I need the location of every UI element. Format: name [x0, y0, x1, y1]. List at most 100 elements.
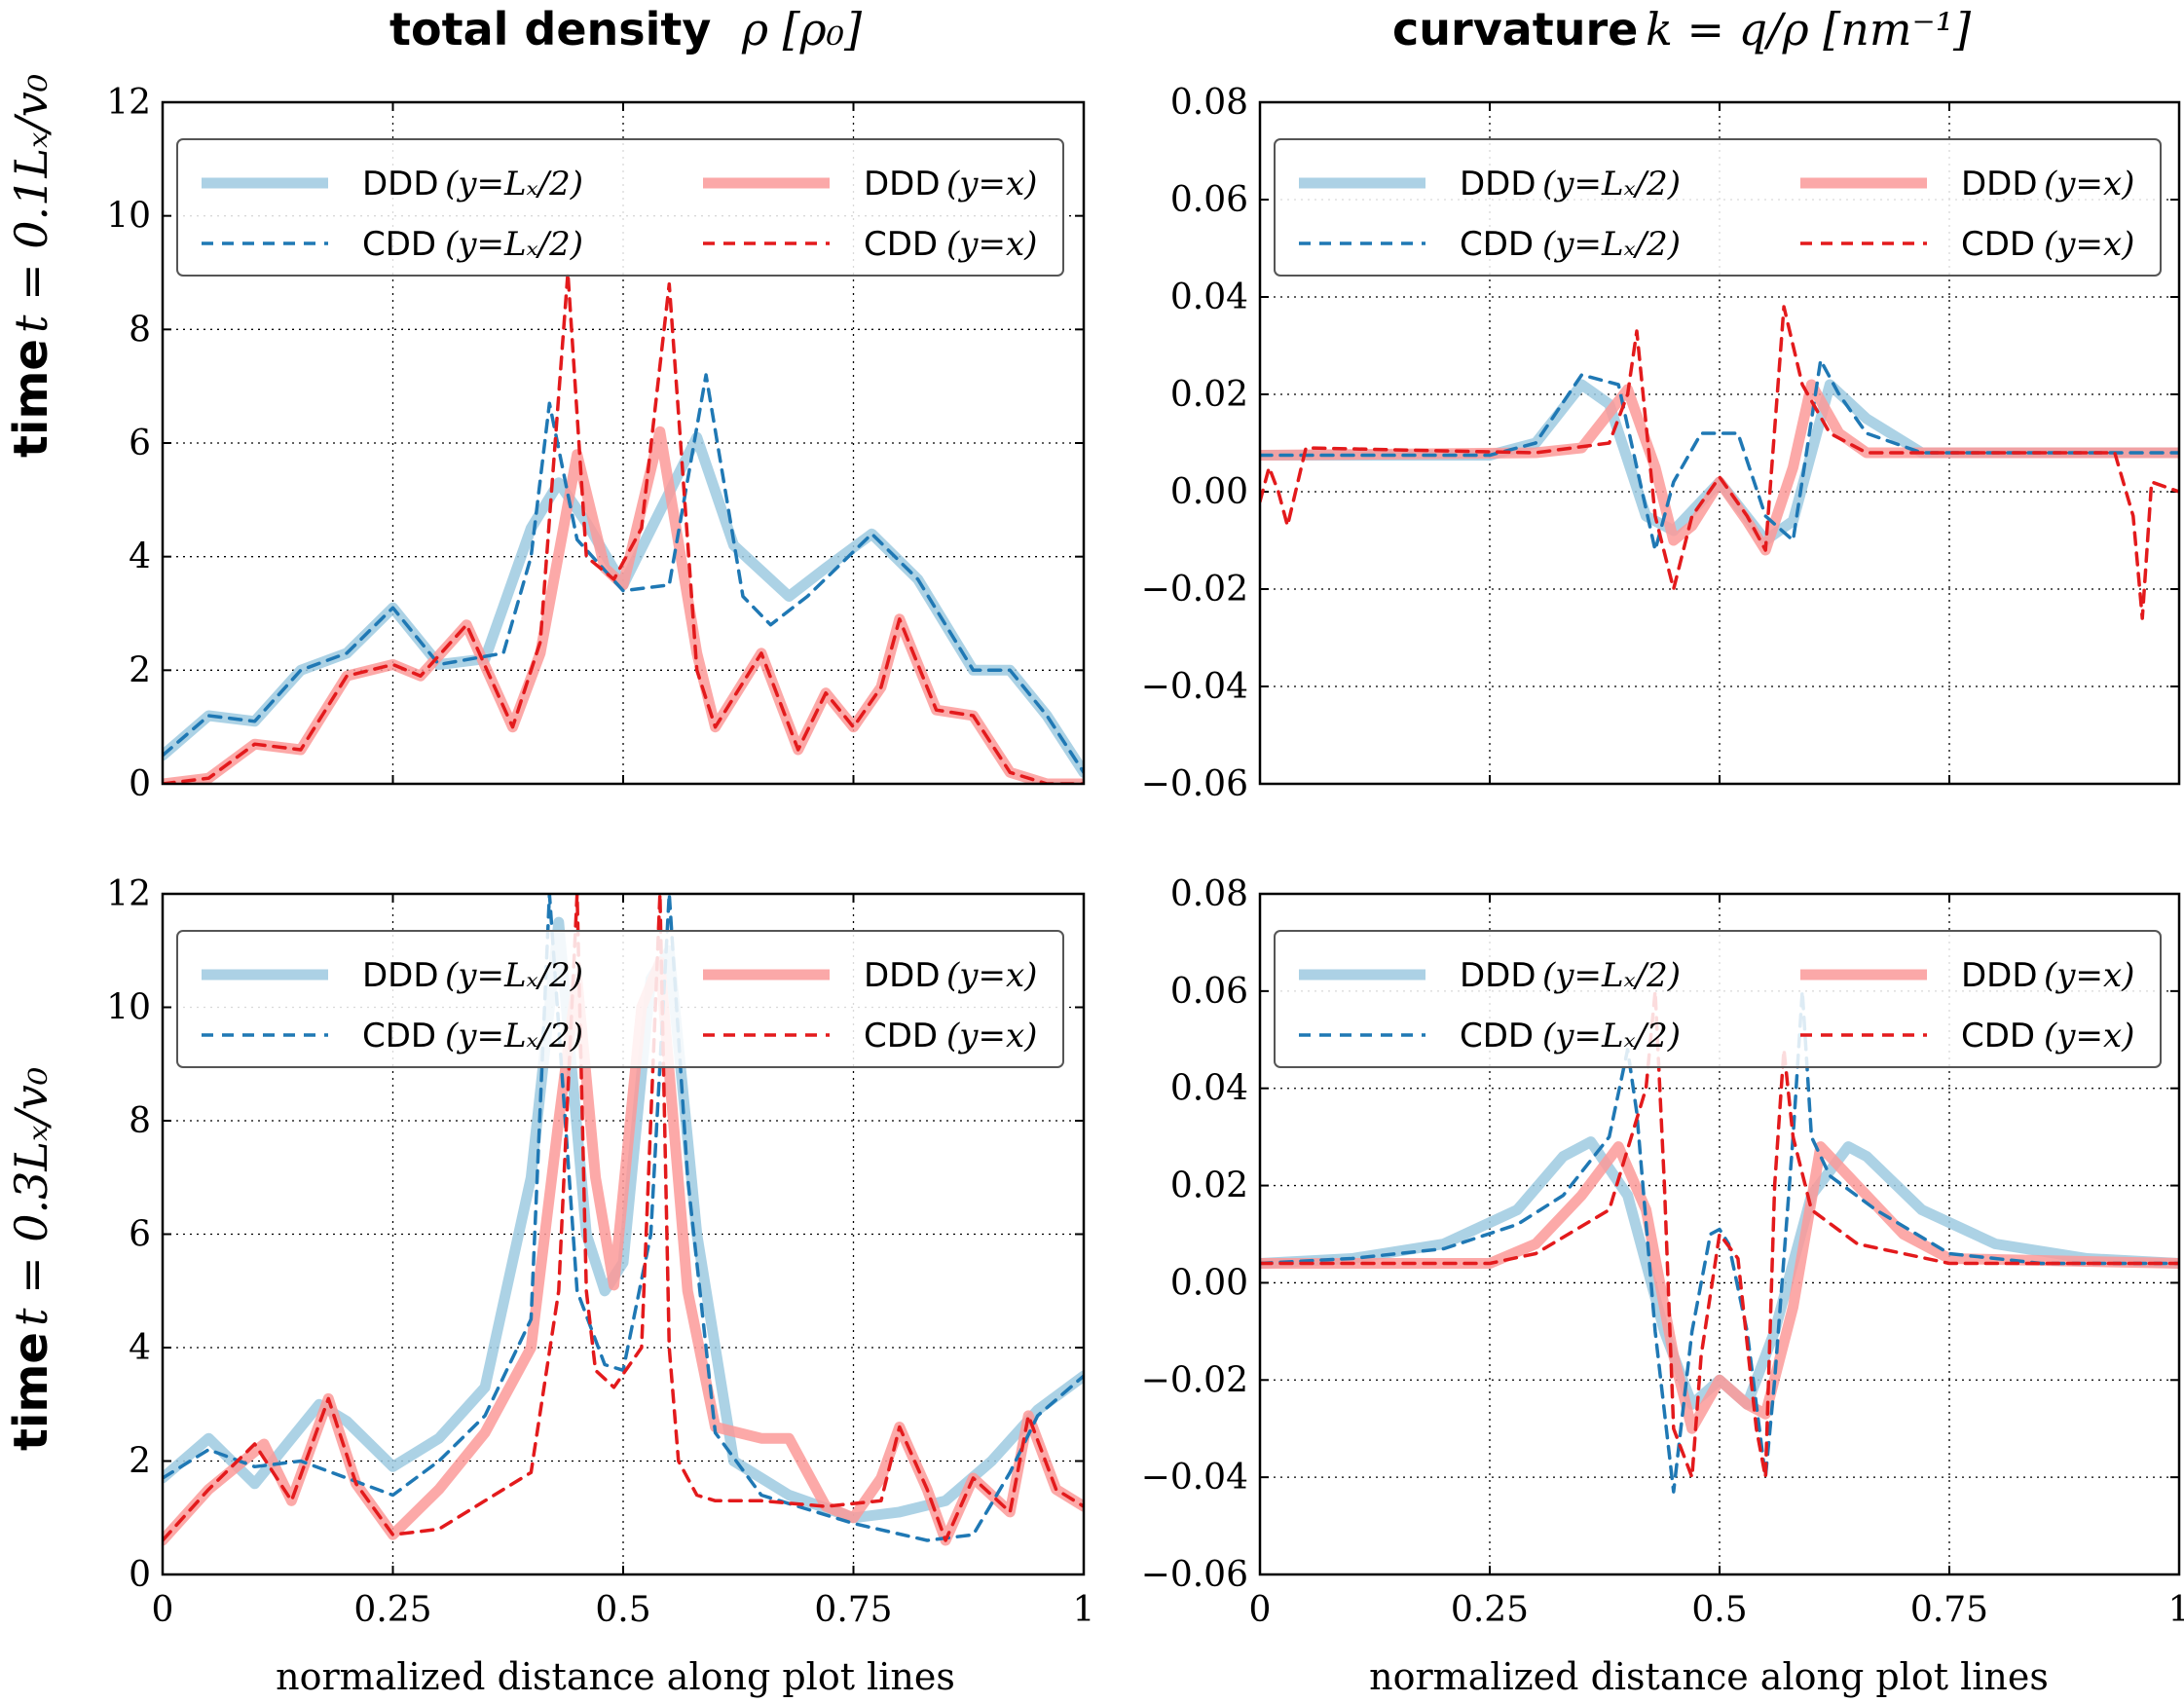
legend-label: DDD	[1961, 165, 2038, 204]
series-line-cdd-y-x	[163, 894, 1084, 1542]
y-tick-label: 8	[129, 310, 151, 350]
legend-condition: (y=x)	[2044, 1017, 2134, 1055]
y-tick-label: 0.00	[1170, 472, 1248, 512]
y-tick-label: −0.04	[1141, 667, 1248, 707]
legend-condition: (y=Lₓ/2)	[445, 165, 583, 204]
row-title-top-math: t = 0.1Lₓ/v₀	[5, 74, 57, 333]
column-title-curvature: curvature	[1392, 3, 1638, 56]
y-tick-label: 0.02	[1170, 1166, 1248, 1206]
legend-box	[176, 138, 1064, 277]
x-tick-label: 0	[1249, 1590, 1272, 1630]
x-tick-label: 0.25	[1451, 1590, 1529, 1630]
panel-density-t01: 0 2 4 6 8 10 12 DDD (y=Lₓ/2) DDD (y=x)CDD (y=Lₓ/2) C…	[106, 83, 1086, 804]
axes-frame	[161, 892, 1086, 1576]
legend: DDD (y=Lₓ/2) DDD (y=x)CDD (y=Lₓ/2) CDD (y=x)	[176, 930, 1064, 1068]
series-group	[1260, 305, 2179, 620]
legend-label: DDD	[864, 956, 941, 995]
column-title-density: total density	[389, 3, 711, 56]
axes-frame	[1258, 892, 2181, 1576]
legend-condition: (y=Lₓ/2)	[445, 956, 583, 995]
legend-condition: (y=x)	[946, 1017, 1037, 1055]
panel-curvature-t03: −0.06 −0.04 −0.02 0.00 0.02 0.04 0.06 0.08 0 0.25…	[1141, 874, 2184, 1630]
y-tick-label: 0.06	[1170, 180, 1248, 220]
y-tick-label: 0.04	[1170, 1069, 1248, 1109]
y-tick-label: 0	[129, 1555, 151, 1595]
series-line-ddd-y-x	[1260, 1141, 2179, 1434]
legend-label: DDD	[1460, 165, 1536, 204]
legend-condition: (y=x)	[2044, 225, 2134, 264]
series-line-cdd-y-x	[1260, 305, 2179, 620]
row-title-bottom-math: t = 0.3Lₓ/v₀	[5, 1067, 57, 1326]
series-line-cdd-y-lx2	[163, 894, 1084, 1542]
legend-label: CDD	[1460, 1017, 1534, 1055]
y-tick-label: 4	[129, 1328, 151, 1368]
y-tick-label: 0.06	[1170, 972, 1248, 1012]
series-line-cdd-y-lx2	[163, 373, 1084, 775]
y-tick-label: 0.02	[1170, 375, 1248, 415]
legend-label: DDD	[1961, 956, 2038, 995]
y-tick-label: −0.06	[1141, 1555, 1248, 1595]
y-tick-label: 8	[129, 1101, 151, 1141]
legend-box	[176, 930, 1064, 1068]
x-tick-label: 0.75	[814, 1590, 892, 1630]
x-tick-label: 0.5	[1691, 1590, 1747, 1630]
y-tick-label: −0.04	[1141, 1458, 1248, 1498]
series-line-ddd-y-x	[1260, 379, 2179, 556]
series-line-cdd-y-lx2	[1260, 358, 2179, 552]
y-tick-label: 12	[106, 874, 151, 914]
series-line-cdd-y-lx2	[1260, 989, 2179, 1494]
legend-label: CDD	[1460, 225, 1534, 264]
y-tick-label: 2	[129, 650, 151, 690]
legend-label: CDD	[864, 1017, 938, 1055]
y-tick-label: 10	[106, 988, 151, 1028]
y-tick-label: 4	[129, 537, 151, 577]
y-tick-label: 0.08	[1170, 874, 1248, 914]
legend-label: CDD	[362, 225, 436, 264]
legend-condition: (y=x)	[946, 956, 1037, 995]
legend-condition: (y=Lₓ/2)	[1542, 1017, 1681, 1055]
xlabel-right: normalized distance along plot lines	[1369, 1655, 2049, 1698]
x-tick-label: 0.25	[353, 1590, 431, 1630]
axes-frame	[161, 100, 1086, 786]
series-group	[1260, 989, 2179, 1494]
column-title-density-math: ρ [ρ₀]	[741, 3, 862, 56]
legend-label: DDD	[864, 165, 941, 204]
y-tick-label: −0.02	[1141, 570, 1248, 610]
y-tick-label: 10	[106, 197, 151, 237]
legend-label: CDD	[1961, 225, 2035, 264]
legend-condition: (y=Lₓ/2)	[1542, 956, 1681, 995]
y-tick-label: 6	[129, 424, 151, 463]
y-tick-label: 0.04	[1170, 278, 1248, 317]
legend-label: CDD	[1961, 1017, 2035, 1055]
y-tick-label: 12	[106, 83, 151, 123]
y-tick-label: −0.06	[1141, 764, 1248, 804]
x-tick-label: 0	[152, 1590, 174, 1630]
legend-condition: (y=Lₓ/2)	[1542, 165, 1681, 204]
x-tick-label: 0.75	[1910, 1590, 1988, 1630]
y-tick-label: 0	[129, 764, 151, 804]
y-tick-label: 0.08	[1170, 83, 1248, 123]
legend-label: DDD	[362, 165, 439, 204]
legend-condition: (y=Lₓ/2)	[1542, 225, 1681, 264]
y-tick-label: 6	[129, 1215, 151, 1255]
legend-label: CDD	[864, 225, 938, 264]
legend-condition: (y=x)	[2044, 956, 2134, 995]
x-tick-label: 1	[2168, 1590, 2184, 1630]
series-line-cdd-y-x	[1260, 989, 2179, 1479]
y-tick-label: 2	[129, 1442, 151, 1482]
x-tick-label: 1	[1073, 1590, 1095, 1630]
legend-condition: (y=x)	[2044, 165, 2134, 204]
legend-condition: (y=Lₓ/2)	[445, 1017, 583, 1055]
legend: DDD (y=Lₓ/2) DDD (y=x)CDD (y=Lₓ/2) CDD (y=x)	[176, 138, 1064, 277]
legend-label: CDD	[362, 1017, 436, 1055]
y-tick-label: 0.00	[1170, 1263, 1248, 1303]
series-line-ddd-y-lx2	[1260, 379, 2179, 546]
x-tick-label: 0.5	[595, 1590, 650, 1630]
legend-condition: (y=Lₓ/2)	[445, 225, 583, 264]
series-line-ddd-y-lx2	[163, 431, 1084, 778]
row-title-top: time	[4, 339, 58, 458]
legend-box	[1274, 930, 2162, 1068]
column-title-curvature-math: k = q/ρ [nm⁻¹]	[1646, 3, 1971, 56]
